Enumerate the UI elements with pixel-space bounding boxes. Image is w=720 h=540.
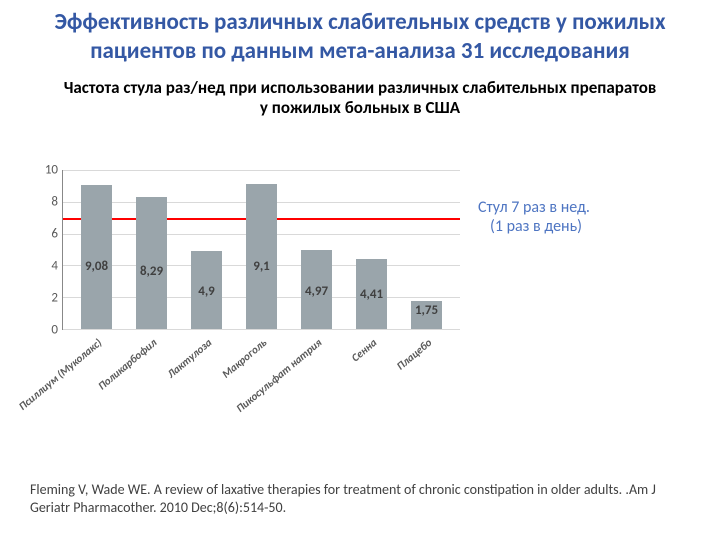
page-title: Эффективность различных слабительных сре… [0, 0, 720, 72]
x-category-label: Лактулоза [178, 332, 233, 390]
plot-area: 9,088,294,99,14,974,411,75 [62, 170, 460, 330]
annot-line1: Стул 7 раз в нед. [478, 198, 590, 217]
x-category-label: Пикосульфат натрия [289, 332, 344, 390]
x-category-label: Плацебо [399, 332, 454, 390]
bar-value-label: 4,9 [179, 284, 234, 299]
y-tick: 6 [30, 227, 58, 242]
x-axis-labels: Псиллиум (Муколакс)ПоликарбофилЛактулоза… [62, 332, 460, 390]
bar-chart: 9,088,294,99,14,974,411,75 Псиллиум (Мук… [30, 170, 460, 390]
bar [246, 184, 276, 329]
bar-value-label: 4,41 [344, 287, 399, 302]
y-tick: 10 [30, 163, 58, 178]
annot-line2: (1 раз в день) [478, 217, 582, 236]
bar-value-label: 4,97 [289, 284, 344, 299]
x-category-label: Сенна [344, 332, 399, 390]
bar-value-label: 9,1 [234, 259, 289, 274]
bar-column: 4,9 [179, 170, 234, 329]
bar-value-label: 9,08 [69, 259, 124, 274]
bar-column: 9,1 [234, 170, 289, 329]
bar-column: 8,29 [124, 170, 179, 329]
gridline [63, 329, 460, 330]
bar-column: 4,41 [344, 170, 399, 329]
bar-column: 4,97 [289, 170, 344, 329]
bar [81, 185, 111, 329]
bar-value-label: 1,75 [399, 303, 454, 318]
x-category-label: Поликарбофил [123, 332, 178, 390]
bar-value-label: 8,29 [124, 264, 179, 279]
y-tick: 0 [30, 323, 58, 338]
bar-column: 9,08 [69, 170, 124, 329]
chart-subtitle: Частота стула раз/нед при использовании … [0, 72, 720, 123]
y-tick: 2 [30, 291, 58, 306]
bars-container: 9,088,294,99,14,974,411,75 [63, 170, 460, 329]
citation: Fleming V, Wade WE. A review of laxative… [30, 481, 690, 516]
reference-annotation: Стул 7 раз в нед. (1 раз в день) [478, 198, 678, 236]
y-tick: 4 [30, 259, 58, 274]
bar-column: 1,75 [399, 170, 454, 329]
y-tick: 8 [30, 195, 58, 210]
